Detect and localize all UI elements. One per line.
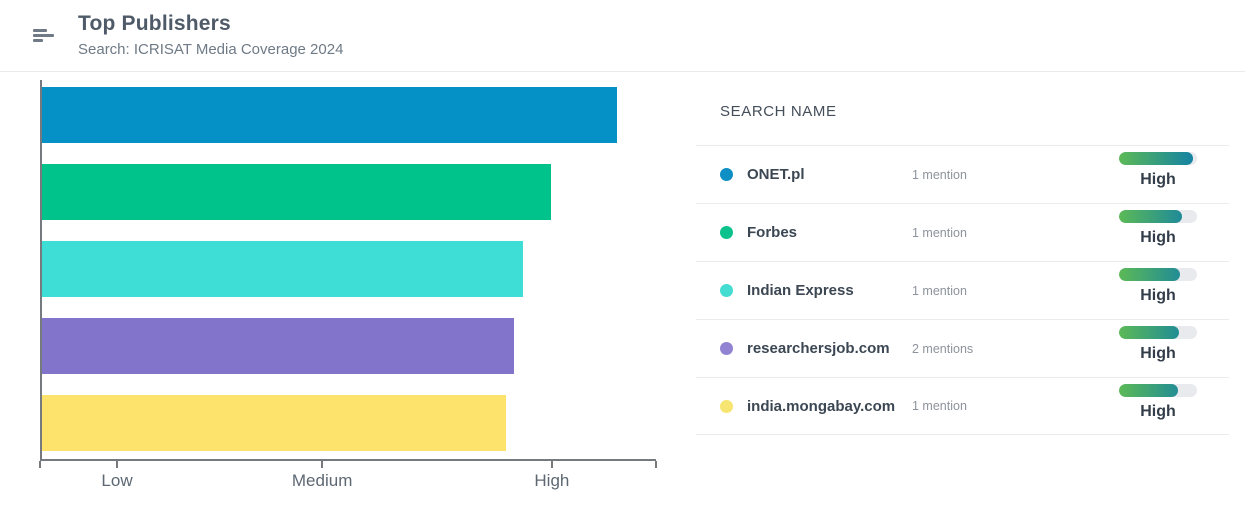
x-axis-tick-medium: [321, 461, 324, 468]
widget-body: Low Medium High SEARCH NAME ONET.pl 1 menti…: [0, 72, 1245, 495]
reach-pill: [1119, 268, 1197, 281]
publisher-row-researchersjob-com[interactable]: researchersjob.com 2 mentions High: [696, 319, 1229, 377]
reach-indicator: High: [1119, 210, 1197, 247]
publisher-row-indian-express[interactable]: Indian Express 1 mention High: [696, 261, 1229, 319]
reach-pill: [1119, 152, 1197, 165]
reach-indicator: High: [1119, 268, 1197, 305]
drag-bar: [33, 39, 43, 42]
series-color-dot: [720, 284, 733, 297]
reach-label: High: [1140, 171, 1176, 188]
x-axis-labels: Low Medium High: [40, 471, 656, 495]
publisher-row-india-mongabay-com[interactable]: india.mongabay.com 1 mention High: [696, 377, 1229, 435]
reach-indicator: High: [1119, 383, 1197, 421]
reach-label: High: [1140, 345, 1176, 362]
reach-bar-chart: Low Medium High: [0, 72, 696, 495]
reach-label: High: [1140, 402, 1176, 420]
x-axis-label-low: Low: [101, 471, 133, 490]
widget-titles: Top Publishers Search: ICRISAT Media Cov…: [78, 11, 343, 58]
reach-label: High: [1140, 229, 1176, 246]
reach-pill: [1119, 326, 1197, 339]
drag-bar: [33, 34, 54, 37]
search-name-panel: SEARCH NAME ONET.pl 1 mention High Forbes 1 …: [696, 72, 1229, 435]
reach-pill: [1119, 210, 1197, 223]
reach-pill-fill: [1119, 268, 1180, 281]
publisher-name: india.mongabay.com: [747, 397, 896, 415]
mention-count: 1 mention: [912, 399, 967, 413]
publisher-name: Indian Express: [747, 282, 854, 299]
bar-onet-pl[interactable]: [42, 87, 617, 143]
publisher-name: ONET.pl: [747, 166, 805, 183]
x-axis-tick: [655, 461, 657, 468]
bar-indian-express[interactable]: [42, 241, 523, 297]
mention-count: 1 mention: [912, 225, 967, 240]
publisher-row-onet-pl[interactable]: ONET.pl 1 mention High: [696, 145, 1229, 203]
bar-india-mongabay-com[interactable]: [42, 395, 507, 451]
reach-pill-fill: [1119, 152, 1194, 165]
mention-count: 1 mention: [912, 167, 967, 182]
mention-count: 1 mention: [912, 283, 967, 298]
publisher-name: researchersjob.com: [747, 340, 890, 357]
reach-indicator: High: [1119, 152, 1197, 189]
reach-pill-fill: [1119, 326, 1180, 339]
bar-forbes[interactable]: [42, 164, 551, 220]
reach-pill-fill: [1119, 383, 1179, 397]
series-color-dot: [720, 168, 733, 181]
x-axis-ticks: [39, 461, 657, 469]
widget-drag-handle-icon[interactable]: [33, 29, 57, 44]
drag-bar: [33, 29, 47, 32]
x-axis-tick: [39, 461, 41, 468]
reach-pill: [1119, 383, 1197, 397]
publisher-name: Forbes: [747, 224, 798, 241]
x-axis-tick-low: [116, 461, 118, 468]
reach-indicator: High: [1119, 326, 1197, 363]
publisher-list: ONET.pl 1 mention High Forbes 1 mention High I…: [696, 145, 1229, 435]
publisher-row-forbes[interactable]: Forbes 1 mention High: [696, 203, 1229, 261]
bar-researchersjob-com[interactable]: [42, 318, 515, 374]
column-header-search-name: SEARCH NAME: [720, 103, 837, 120]
mention-count: 2 mentions: [912, 341, 974, 356]
series-color-dot: [720, 226, 733, 239]
reach-pill-fill: [1119, 210, 1183, 223]
series-color-dot: [720, 399, 733, 413]
x-axis-label-medium: Medium: [291, 471, 353, 490]
plot-area: [40, 80, 656, 461]
widget-subtitle: Search: ICRISAT Media Coverage 2024: [78, 41, 344, 58]
widget-header: Top Publishers Search: ICRISAT Media Cov…: [0, 0, 1245, 72]
series-color-dot: [720, 342, 733, 355]
reach-label: High: [1140, 287, 1176, 304]
x-axis-label-high: High: [534, 471, 570, 490]
page-title: Top Publishers: [78, 12, 231, 35]
x-axis-tick-high: [550, 461, 553, 468]
